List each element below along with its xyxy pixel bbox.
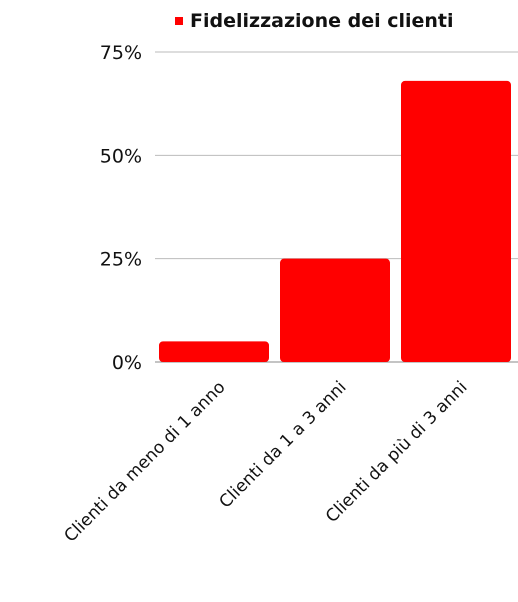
- y-axis-ticks: 0% 25% 50% 75%: [100, 42, 142, 374]
- y-tick-label: 25%: [100, 249, 142, 271]
- bar: [401, 80, 511, 362]
- legend: Fidelizzazione dei clienti: [175, 10, 454, 32]
- legend-swatch: [175, 17, 183, 25]
- x-tick-label: Clienti da meno di 1 anno: [60, 377, 229, 546]
- y-tick-label: 50%: [100, 145, 142, 167]
- x-tick-label: Clienti da più di 3 anni: [322, 377, 472, 527]
- bar: [159, 341, 269, 362]
- x-tick-label: Clienti da 1 a 3 anni: [216, 377, 351, 512]
- legend-label: Fidelizzazione dei clienti: [190, 10, 454, 32]
- bar: [280, 258, 390, 362]
- y-tick-label: 0%: [112, 352, 142, 374]
- y-tick-label: 75%: [100, 42, 142, 64]
- bars: [159, 80, 511, 362]
